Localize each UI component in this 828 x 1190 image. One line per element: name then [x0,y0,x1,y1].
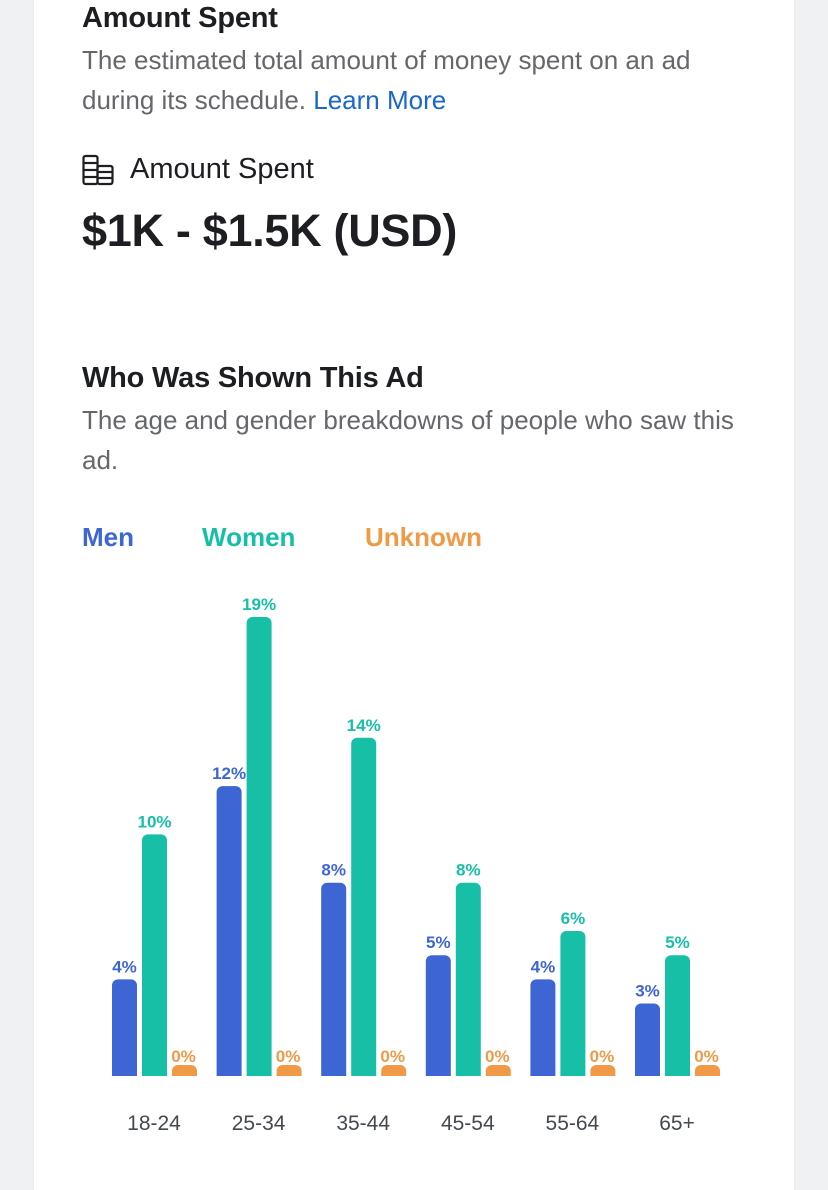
bar-label-men-45-54: 5% [426,933,451,952]
bar-label-unknown-18-24: 0% [171,1047,196,1066]
bar-men-35-44[interactable] [321,882,347,1082]
bar-label-men-55-64: 4% [531,957,556,976]
bar-label-women-45-54: 8% [456,861,481,880]
bar-label-women-18-24: 10% [137,812,171,831]
bar-men-45-54[interactable] [425,955,451,1082]
x-tick-label-18-24: 18-24 [127,1112,181,1135]
bar-label-unknown-35-44: 0% [380,1047,405,1066]
bar-label-women-55-64: 6% [561,909,586,928]
baseline-mask [319,1076,412,1084]
amount-spent-description: The estimated total amount of money spen… [82,40,762,120]
amount-spent-row: Amount Spent [82,153,314,186]
bar-men-18-24[interactable] [112,979,137,1082]
bar-label-women-25-34: 19% [242,595,276,614]
amount-spent-description-text: The estimated total amount of money spen… [82,45,691,115]
bar-label-women-65+: 5% [665,933,690,952]
legend-unknown[interactable]: Unknown [365,522,482,552]
bar-label-unknown-25-34: 0% [276,1047,301,1066]
baseline-mask [110,1076,202,1084]
money-stack-icon [82,154,114,185]
bar-women-55-64[interactable] [560,931,586,1082]
bar-label-unknown-55-64: 0% [590,1047,615,1066]
baseline-mask [633,1076,725,1084]
x-tick-label-65+: 65+ [659,1112,695,1135]
baseline-mask [423,1076,516,1084]
bar-label-women-35-44: 14% [347,716,381,735]
legend-women[interactable]: Women [202,522,296,552]
bar-label-men-35-44: 8% [321,861,346,880]
bar-men-55-64[interactable] [530,979,556,1082]
learn-more-link[interactable]: Learn More [313,85,447,115]
bar-label-men-65+: 3% [635,982,660,1001]
bar-label-unknown-65+: 0% [694,1047,719,1066]
bar-men-25-34[interactable] [216,786,242,1082]
baseline-mask [214,1076,307,1084]
x-tick-label-55-64: 55-64 [546,1112,600,1135]
amount-spent-heading: Amount Spent [82,2,278,34]
x-tick-label-45-54: 45-54 [441,1112,495,1135]
who-was-shown-heading: Who Was Shown This Ad [82,362,424,394]
bar-label-unknown-45-54: 0% [485,1047,510,1066]
bar-women-45-54[interactable] [455,882,481,1082]
amount-spent-value: $1K - $1.5K (USD) [82,205,458,256]
x-tick-label-25-34: 25-34 [232,1112,286,1135]
legend-men[interactable]: Men [82,522,134,552]
amount-spent-label: Amount Spent [130,153,314,185]
x-tick-label-35-44: 35-44 [336,1112,390,1135]
baseline-mask [528,1076,621,1084]
bar-women-35-44[interactable] [351,737,377,1082]
who-was-shown-description: The age and gender breakdowns of people … [82,405,734,475]
bar-men-65+[interactable] [635,1003,660,1082]
bar-women-25-34[interactable] [246,617,272,1082]
bar-women-65+[interactable] [665,955,690,1082]
bar-women-18-24[interactable] [142,834,167,1082]
bar-label-men-18-24: 4% [112,957,137,976]
bar-label-men-25-34: 12% [212,764,246,783]
